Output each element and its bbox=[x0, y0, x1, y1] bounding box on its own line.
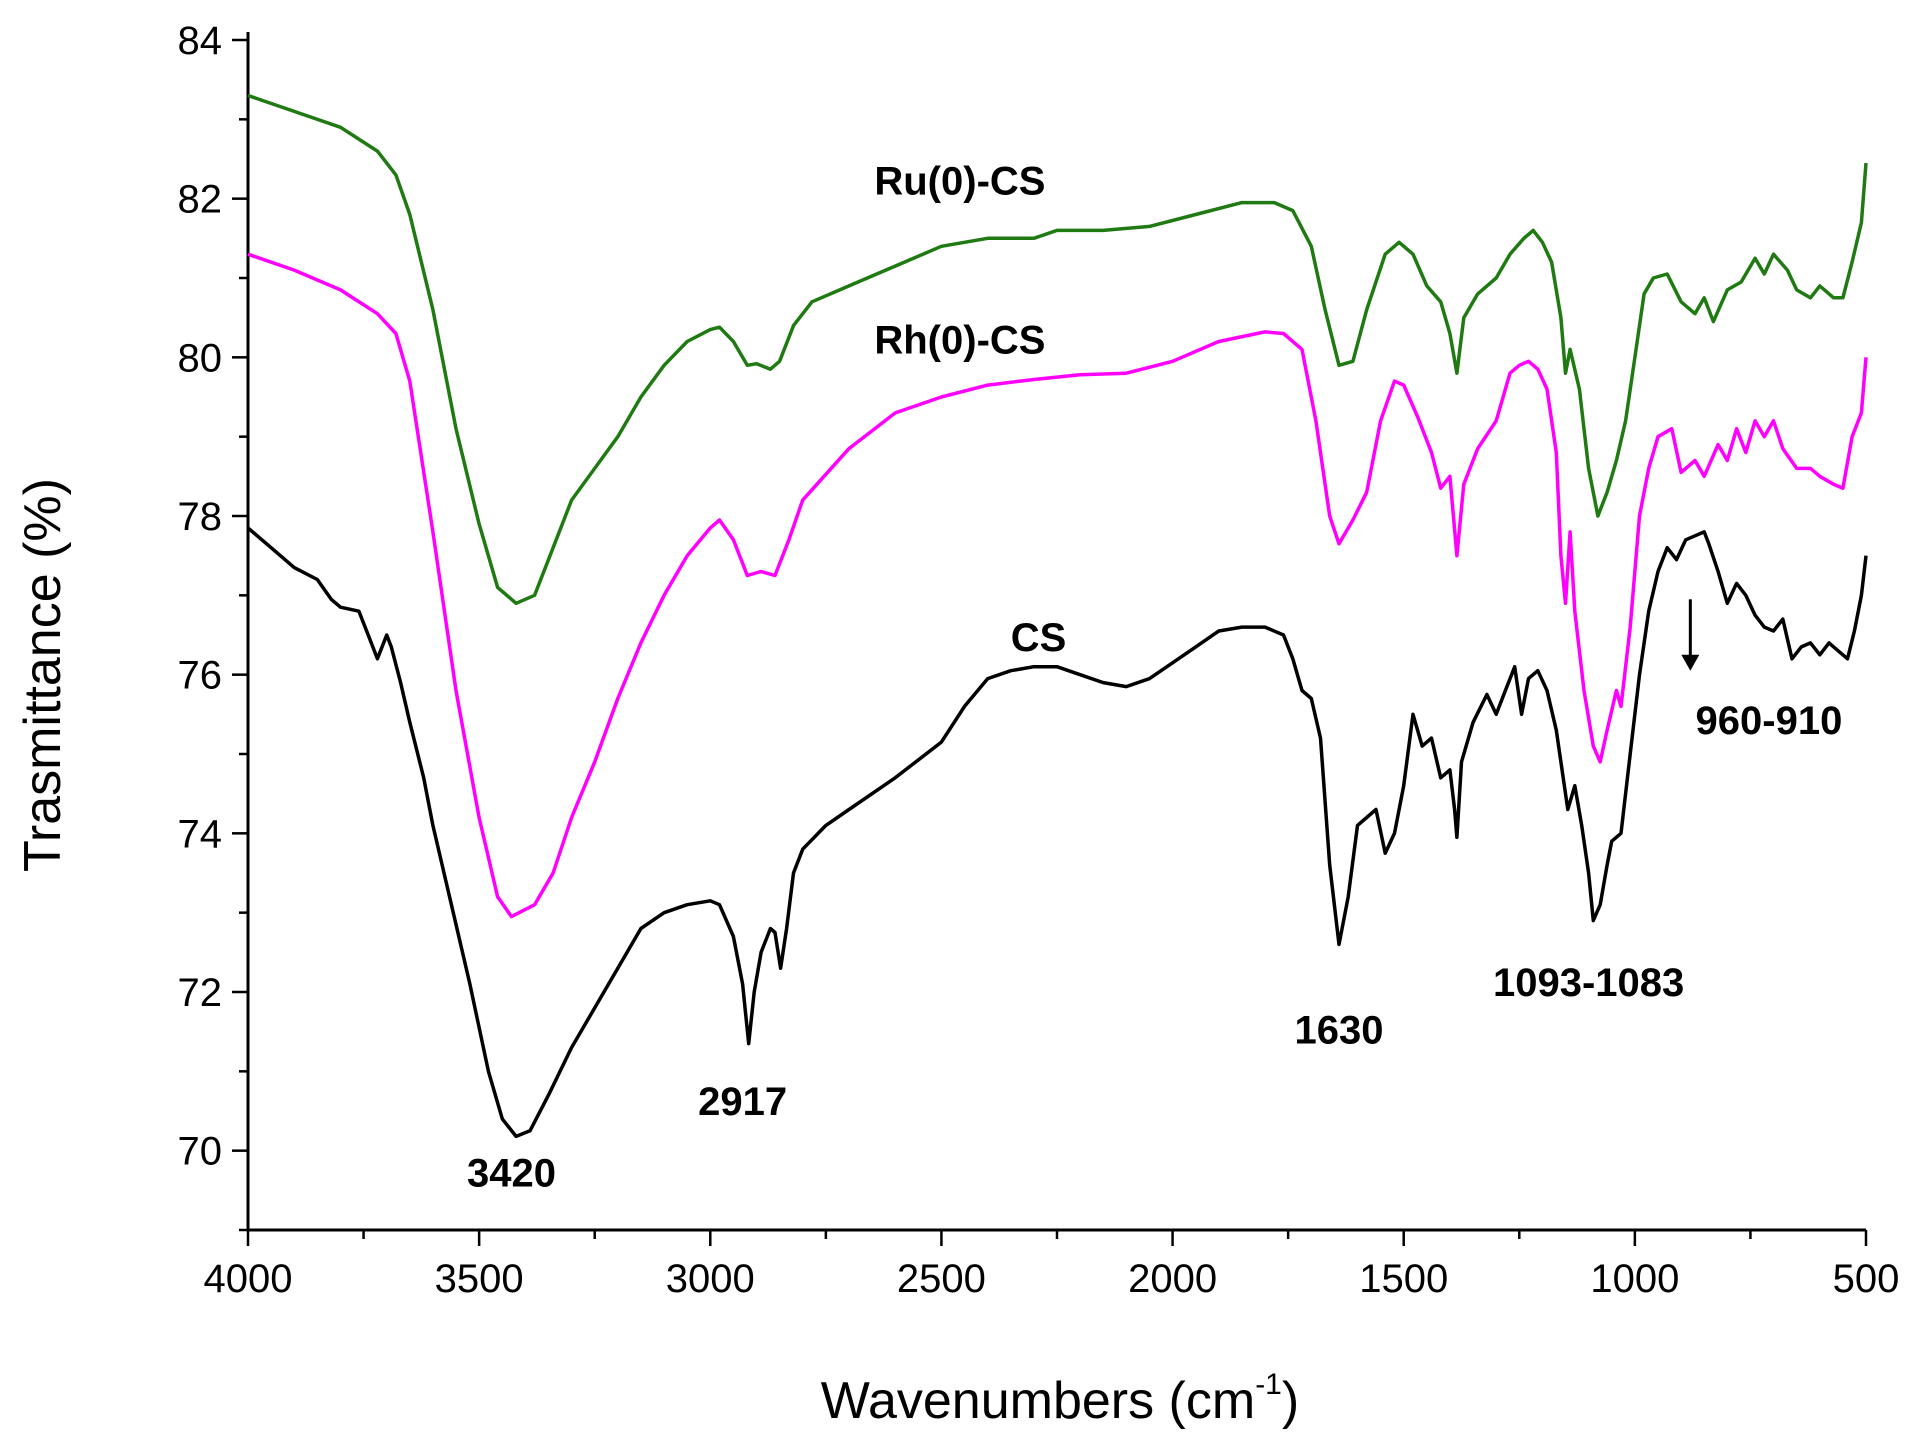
annotation-label: 1630 bbox=[1295, 1009, 1384, 1053]
axes: 70 72 74 76 78 80 82 84 4000 3500 3000 2500 2000 1500… bbox=[178, 19, 1900, 1301]
x-tick-label: 500 bbox=[1833, 1257, 1900, 1301]
annotation-label: 2917 bbox=[698, 1080, 787, 1124]
y-tick-label: 84 bbox=[178, 19, 223, 63]
x-tick-label: 2000 bbox=[1128, 1257, 1217, 1301]
annotation-label: Rh(0)-CS bbox=[874, 318, 1045, 362]
y-tick-label: 74 bbox=[178, 812, 223, 856]
x-axis-title-sup: -1 bbox=[1255, 1368, 1282, 1401]
x-tick-label: 1000 bbox=[1590, 1257, 1679, 1301]
annotation-label: 3420 bbox=[467, 1151, 556, 1195]
y-tick-label: 70 bbox=[178, 1130, 223, 1174]
arrow-head-icon bbox=[1681, 654, 1700, 671]
x-tick-label: 4000 bbox=[204, 1257, 293, 1301]
annotation-label: 1093-1083 bbox=[1493, 961, 1684, 1005]
series-line-rh-0-cs bbox=[247, 252, 1868, 919]
y-tick-label: 78 bbox=[178, 495, 223, 539]
x-axis-title-close: ) bbox=[1282, 1372, 1299, 1430]
x-tick-label: 3500 bbox=[435, 1257, 524, 1301]
y-tick-label: 72 bbox=[178, 971, 223, 1015]
series-line-cs bbox=[246, 526, 1868, 1139]
x-tick-label: 2500 bbox=[897, 1257, 986, 1301]
series-line-ru-0-cs bbox=[247, 93, 1868, 606]
series-lines bbox=[246, 93, 1868, 1139]
annotations: Ru(0)-CS Rh(0)-CS CS 3420 2917 1630 1093-1083 9… bbox=[467, 160, 1842, 1196]
annotation-label: CS bbox=[1011, 616, 1067, 660]
x-tick-label: 3000 bbox=[666, 1257, 755, 1301]
x-axis-title-main: Wavenumbers (cm bbox=[821, 1372, 1255, 1430]
y-axis-title: Trasmittance (%) bbox=[14, 478, 72, 872]
x-axis-title: Wavenumbers (cm-1) bbox=[821, 1368, 1299, 1430]
x-tick-label: 1500 bbox=[1359, 1257, 1448, 1301]
annotation-label: Ru(0)-CS bbox=[874, 160, 1045, 204]
y-tick-label: 76 bbox=[178, 654, 223, 698]
y-tick-label: 80 bbox=[178, 336, 223, 380]
annotation-label: 960-910 bbox=[1696, 699, 1843, 743]
y-tick-label: 82 bbox=[178, 178, 223, 222]
